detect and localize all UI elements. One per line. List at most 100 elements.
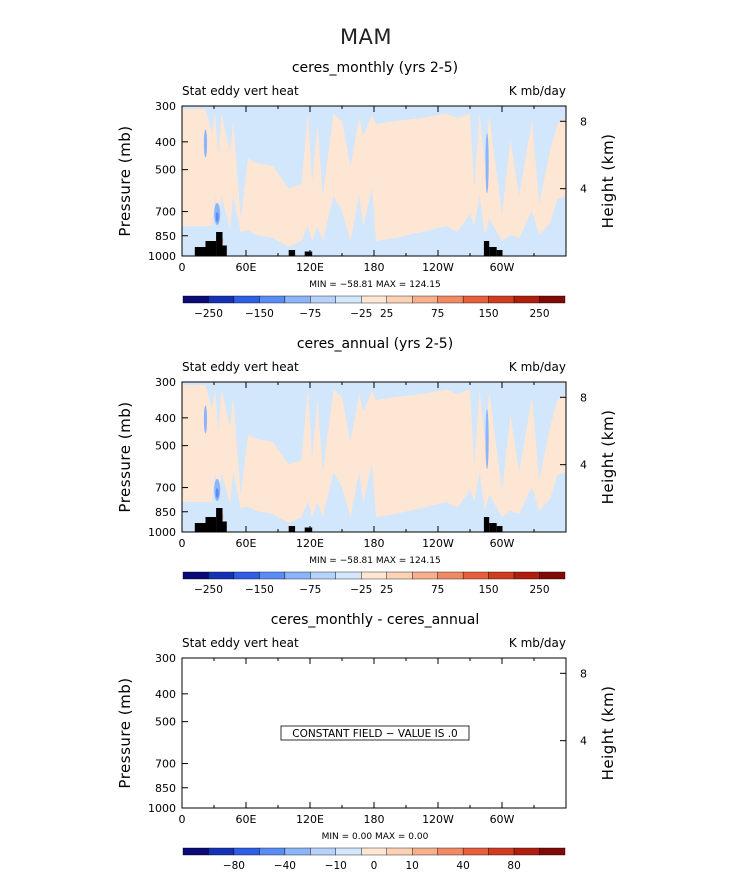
colorbar-swatch	[208, 571, 235, 580]
x-tick-label: 60E	[236, 537, 257, 550]
x-tick-label: 60W	[490, 537, 515, 550]
colorbar-label: 40	[456, 860, 469, 872]
topography-block	[216, 508, 223, 532]
topography-block	[496, 250, 502, 256]
x-tick-label: 120E	[296, 261, 324, 274]
colorbar-swatch	[233, 295, 260, 304]
colorbar-label: 0	[371, 860, 378, 872]
topography-block	[194, 247, 206, 256]
y-tick-label: 850	[155, 506, 176, 519]
height-tick-label: 8	[580, 115, 587, 128]
colorbar-swatch	[284, 847, 311, 856]
colorbar-label: −75	[299, 308, 321, 320]
height-tick-label: 4	[580, 183, 587, 196]
colorbar-swatch	[310, 847, 336, 856]
y-tick-label: 300	[155, 652, 176, 665]
colorbar-swatch	[361, 571, 387, 580]
colorbar-label: −25	[350, 584, 372, 596]
x-tick-label: 180	[364, 813, 385, 826]
panel-title: ceres_monthly (yrs 2-5)	[292, 60, 458, 76]
y-axis-label-right: Height (km)	[599, 686, 617, 781]
colorbar-swatch	[488, 571, 515, 580]
x-tick-label: 120W	[422, 813, 454, 826]
colorbar-label: 80	[507, 860, 520, 872]
colorbar-swatch	[259, 295, 286, 304]
negative-region-lower	[182, 188, 566, 256]
x-tick-label: 60E	[236, 261, 257, 274]
x-tick-label: 120W	[422, 261, 454, 274]
colorbar-label: −250	[194, 308, 223, 320]
colorbar-label: −150	[245, 584, 274, 596]
constant-field-note: CONSTANT FIELD − VALUE IS .0	[292, 728, 457, 740]
colorbar-label: 10	[406, 860, 419, 872]
y-axis-label-right: Height (km)	[599, 134, 617, 229]
units-label: K mb/day	[509, 636, 566, 650]
y-tick-label: 850	[155, 782, 176, 795]
negative-core-east-inner	[215, 488, 219, 498]
negative-region-upper	[182, 106, 566, 219]
y-axis-label-right: Height (km)	[599, 410, 617, 505]
height-tick-label: 4	[580, 735, 587, 748]
topography-block	[496, 526, 502, 532]
y-tick-label: 700	[155, 482, 176, 495]
colorbar-swatch	[335, 847, 362, 856]
x-tick-label: 120E	[296, 537, 324, 550]
colorbar-label: −40	[274, 860, 296, 872]
colorbar-swatch	[386, 847, 413, 856]
colorbar-label: −10	[325, 860, 347, 872]
y-tick-label: 500	[155, 716, 176, 729]
y-tick-label: 850	[155, 230, 176, 243]
colorbar-swatch	[437, 295, 464, 304]
page-title: MAM	[340, 25, 392, 49]
colorbar-label: 150	[479, 584, 499, 596]
colorbar-swatch	[182, 295, 209, 304]
colorbar-label: 25	[380, 584, 393, 596]
colorbar-swatch	[386, 571, 413, 580]
colorbar-swatch	[182, 571, 209, 580]
x-tick-label: 180	[364, 261, 385, 274]
colorbar-swatch	[361, 295, 387, 304]
topography-block	[483, 517, 490, 532]
colorbar-label: −75	[299, 584, 321, 596]
colorbar-swatch	[284, 295, 311, 304]
colorbar-swatch	[462, 571, 489, 580]
colorbar-swatch	[335, 571, 362, 580]
height-tick-label: 8	[580, 667, 587, 680]
y-tick-label: 700	[155, 206, 176, 219]
y-tick-label: 300	[155, 100, 176, 113]
topography-block	[288, 250, 296, 256]
colorbar-label: −250	[194, 584, 223, 596]
x-tick-label: 0	[179, 261, 186, 274]
height-tick-label: 4	[580, 459, 587, 472]
colorbar-label: −25	[350, 308, 372, 320]
x-tick-label: 120W	[422, 537, 454, 550]
topography-block	[222, 521, 227, 532]
topography-block	[205, 517, 217, 532]
colorbar-swatch	[284, 571, 311, 580]
colorbar-label: 250	[529, 584, 549, 596]
colorbar-swatch	[539, 847, 566, 856]
negative-core-east-inner	[215, 212, 219, 222]
colorbar-swatch	[259, 847, 286, 856]
y-tick-label: 400	[155, 688, 176, 701]
y-axis-label: Pressure (mb)	[116, 125, 134, 236]
topography-block	[222, 245, 227, 256]
colorbar-swatch	[259, 571, 286, 580]
chart-panel-2: ceres_annual (yrs 2-5) Stat eddy vert hea…	[116, 336, 617, 596]
y-tick-label: 700	[155, 758, 176, 771]
field-label: Stat eddy vert heat	[182, 84, 299, 98]
colorbar-swatch	[539, 295, 566, 304]
field-label: Stat eddy vert heat	[182, 360, 299, 374]
topography-block	[216, 232, 223, 256]
panel-title: ceres_annual (yrs 2-5)	[297, 336, 453, 352]
y-tick-label: 1000	[148, 250, 176, 263]
negative-streak-west	[485, 409, 489, 469]
colorbar-swatch	[335, 295, 362, 304]
colorbar-swatch	[412, 295, 438, 304]
negative-region-upper	[182, 382, 566, 495]
y-tick-label: 300	[155, 376, 176, 389]
field-label: Stat eddy vert heat	[182, 636, 299, 650]
units-label: K mb/day	[509, 360, 566, 374]
colorbar-swatch	[462, 847, 489, 856]
chart-panel-1: ceres_monthly (yrs 2-5) Stat eddy vert he…	[116, 60, 617, 320]
